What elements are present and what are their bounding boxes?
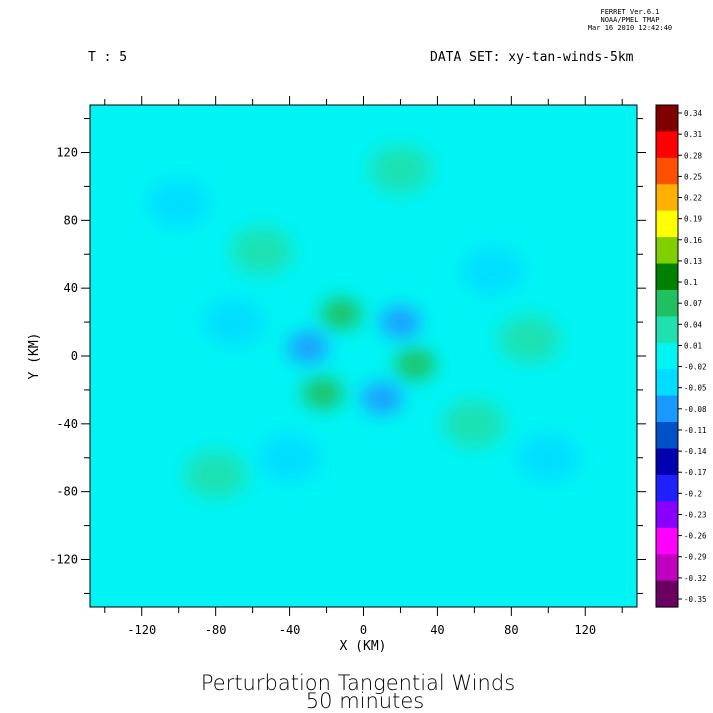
colorbar-label: 0.22 bbox=[684, 194, 702, 203]
colorbar-band bbox=[656, 157, 678, 185]
colorbar-label: 0.25 bbox=[684, 172, 702, 181]
time-label: T : 5 bbox=[88, 50, 127, 65]
colorbar-band bbox=[656, 501, 678, 529]
colorbar-band bbox=[656, 263, 678, 291]
colorbar-frame bbox=[655, 104, 679, 608]
colorbar-label: 0.19 bbox=[684, 215, 702, 224]
y-tick-label: -120 bbox=[49, 553, 78, 567]
field-area bbox=[90, 105, 637, 607]
dataset-label: DATA SET: xy-tan-winds-5km bbox=[430, 50, 634, 65]
colorbar-label: 0.07 bbox=[684, 299, 702, 308]
colorbar-label: -0.08 bbox=[684, 405, 707, 414]
colorbar-label: 0.13 bbox=[684, 257, 702, 266]
colorbar-label: -0.05 bbox=[684, 384, 707, 393]
field-maximum-9 bbox=[184, 450, 247, 499]
y-tick-label: -80 bbox=[56, 485, 78, 499]
field-minimum-0 bbox=[287, 331, 329, 364]
colorbar-label: 0.34 bbox=[684, 109, 703, 118]
colorbar-band bbox=[656, 105, 678, 133]
colorbar-label: 0.1 bbox=[684, 278, 698, 287]
y-tick-label: 80 bbox=[64, 213, 78, 227]
colorbar-label: -0.23 bbox=[684, 510, 707, 519]
colorbar-label: -0.02 bbox=[684, 363, 707, 372]
x-axis: -120 -80 -40 0 40 80 120 bbox=[104, 96, 623, 637]
field-maximum-8 bbox=[443, 399, 506, 448]
field-features bbox=[147, 145, 580, 499]
ferret-date: Mar 16 2010 12:42:40 bbox=[588, 24, 672, 32]
colorbar-label: -0.17 bbox=[684, 468, 707, 477]
colorbar-label: -0.2 bbox=[684, 489, 702, 498]
ferret-org: NOAA/PMEL TMAP bbox=[600, 16, 659, 24]
colorbar-band bbox=[656, 474, 678, 502]
colorbar-band bbox=[656, 395, 678, 423]
colorbar-label: -0.11 bbox=[684, 426, 707, 435]
colorbar-label: -0.29 bbox=[684, 553, 707, 562]
field-minimum-1 bbox=[379, 306, 422, 339]
colorbar-band bbox=[656, 316, 678, 344]
field-maximum-4 bbox=[394, 348, 437, 381]
colorbar-label: -0.26 bbox=[684, 532, 707, 541]
colorbar-label: 0.04 bbox=[684, 320, 703, 329]
field-minimum-12 bbox=[461, 247, 525, 296]
colorbar-band bbox=[656, 554, 678, 582]
field-minimum-11 bbox=[202, 298, 266, 347]
y-axis: -120 -80 -40 0 40 80 120 bbox=[49, 118, 646, 594]
colorbar-band bbox=[656, 422, 678, 450]
colorbar-label: 0.28 bbox=[684, 151, 703, 160]
field-minimum-13 bbox=[258, 433, 321, 482]
field-minimum-15 bbox=[147, 179, 210, 228]
y-axis-label: Y (KM) bbox=[27, 333, 42, 380]
colorbar-band bbox=[656, 210, 678, 238]
ferret-version: FERRET Ver.6.1 bbox=[600, 8, 659, 16]
field-maximum-10 bbox=[369, 145, 432, 194]
x-axis-label: X (KM) bbox=[340, 639, 387, 654]
chart-title: Perturbation Tangential Winds bbox=[201, 671, 515, 695]
colorbar-label: 0.16 bbox=[684, 236, 703, 245]
x-tick-label: 40 bbox=[430, 623, 444, 637]
y-tick-label: 0 bbox=[71, 349, 78, 363]
colorbar-band bbox=[656, 580, 678, 608]
colorbar-label: 0.31 bbox=[684, 130, 702, 139]
colorbar-band bbox=[656, 448, 678, 476]
chart-subtitle: 50 minutes bbox=[306, 689, 424, 713]
field-minimum-14 bbox=[517, 433, 580, 482]
colorbar-band bbox=[656, 342, 678, 370]
colorbar-label: -0.35 bbox=[684, 595, 707, 604]
colorbar: 0.34 0.31 0.28 0.25 0.22 0.19 0.16 0.13 0.1 0.07 0… bbox=[655, 104, 707, 608]
colorbar-band bbox=[656, 369, 678, 397]
x-tick-label: 120 bbox=[574, 623, 596, 637]
field-maximum-7 bbox=[498, 315, 562, 364]
x-tick-label: -80 bbox=[205, 623, 227, 637]
x-tick-label: 80 bbox=[504, 623, 518, 637]
colorbar-band bbox=[656, 527, 678, 555]
colorbar-label: -0.32 bbox=[684, 574, 707, 583]
field-maximum-3 bbox=[320, 297, 363, 330]
colorbar-label: -0.14 bbox=[684, 447, 707, 456]
colorbar-band bbox=[656, 131, 678, 159]
x-tick-label: -40 bbox=[279, 623, 301, 637]
y-tick-label: 120 bbox=[56, 145, 78, 159]
x-tick-label: -120 bbox=[127, 623, 156, 637]
x-tick-label: 0 bbox=[360, 623, 367, 637]
y-tick-label: -40 bbox=[56, 417, 78, 431]
colorbar-band bbox=[656, 289, 678, 317]
field-maximum-5 bbox=[302, 377, 344, 410]
colorbar-label: 0.01 bbox=[684, 341, 702, 350]
colorbar-band bbox=[656, 184, 678, 212]
y-tick-label: 40 bbox=[64, 281, 78, 295]
colorbar-band bbox=[656, 237, 678, 265]
field-minimum-2 bbox=[361, 382, 403, 415]
field-maximum-6 bbox=[230, 226, 294, 275]
